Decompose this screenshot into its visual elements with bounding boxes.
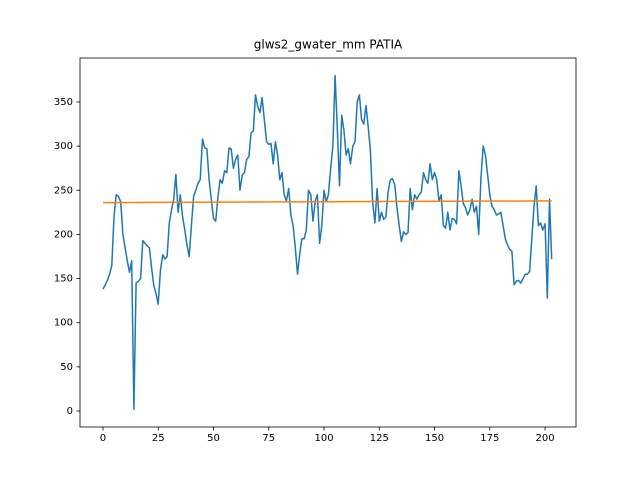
line-series — [102, 200, 552, 204]
y-tick-label: 300 — [54, 141, 73, 152]
x-tick-label: 200 — [536, 433, 555, 444]
x-tick-label: 125 — [370, 433, 389, 444]
y-tick-label: 50 — [60, 362, 73, 373]
x-tick-label: 100 — [314, 433, 333, 444]
x-tick-label: 25 — [152, 433, 165, 444]
y-tick-label: 0 — [67, 406, 73, 417]
x-tick-label: 0 — [100, 433, 106, 444]
chart-title: glws2_gwater_mm PATIA — [254, 38, 403, 52]
y-tick-label: 200 — [54, 229, 73, 240]
y-tick-label: 100 — [54, 318, 73, 329]
y-tick-label: 150 — [54, 274, 73, 285]
x-tick-label: 75 — [262, 433, 275, 444]
y-tick-label: 350 — [54, 97, 73, 108]
line-series — [102, 74, 553, 411]
y-tick-label: 250 — [54, 185, 73, 196]
x-tick-label: 175 — [480, 433, 499, 444]
plot-frame — [79, 57, 577, 428]
x-tick-label: 150 — [425, 433, 444, 444]
x-tick-label: 50 — [207, 433, 220, 444]
